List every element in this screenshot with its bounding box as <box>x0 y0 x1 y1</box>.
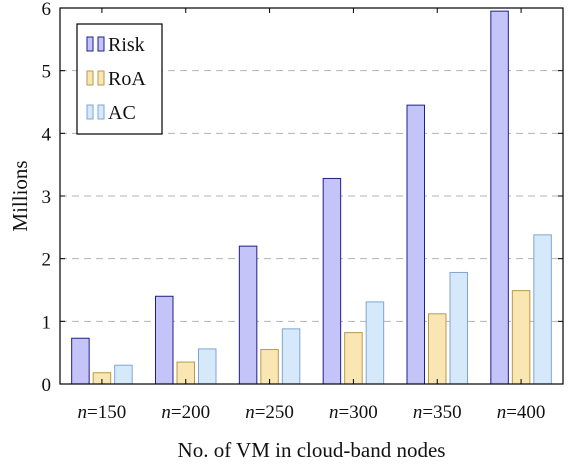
legend-swatch <box>86 36 94 52</box>
x-tick-label: n=150 <box>78 402 127 423</box>
legend-swatch <box>86 104 94 120</box>
y-tick-label: 6 <box>42 0 52 20</box>
bar-risk <box>238 245 258 385</box>
bar-risk <box>71 337 90 385</box>
x-tick-label: n=300 <box>329 402 378 423</box>
legend-swatch <box>97 70 105 86</box>
y-axis-label: Millions <box>8 160 32 231</box>
x-tick-label: n=400 <box>497 402 546 423</box>
y-tick-label: 1 <box>42 312 52 333</box>
x-tick-label: n=350 <box>413 402 462 423</box>
bar-ac <box>365 301 385 385</box>
legend-label: Risk <box>108 34 145 56</box>
bar-roa <box>344 332 363 385</box>
y-tick-label: 5 <box>42 62 52 83</box>
x-tick-label: n=200 <box>161 402 210 423</box>
y-tick-label: 2 <box>42 250 52 271</box>
legend-label: AC <box>108 102 136 124</box>
bar-risk <box>490 10 509 385</box>
x-tick-label: n=250 <box>245 402 294 423</box>
bar-ac <box>281 328 301 385</box>
x-axis-label: No. of VM in cloud-band nodes <box>178 438 446 462</box>
axis-ticks: 0 1 2 3 4 5 6 n=150 n=200 n=250 n=300 n=350 n=400 <box>42 0 563 423</box>
legend-label: RoA <box>108 68 146 90</box>
bar-roa <box>260 349 279 385</box>
y-tick-label: 4 <box>42 124 52 145</box>
bar-risk <box>322 177 342 385</box>
bars <box>71 10 552 385</box>
bar-risk <box>406 104 425 385</box>
bar-risk <box>155 295 174 385</box>
bar-ac <box>198 348 217 385</box>
bar-roa <box>428 313 447 385</box>
bar-ac <box>449 271 468 385</box>
legend-swatch <box>97 36 105 52</box>
legend-swatch <box>97 104 105 120</box>
legend-swatch <box>86 70 94 86</box>
bar-ac <box>533 234 552 385</box>
bar-roa <box>511 290 531 385</box>
bar-ac <box>114 364 133 385</box>
y-tick-label: 3 <box>42 187 52 208</box>
legend: Risk RoA AC <box>76 23 163 135</box>
y-tick-label: 0 <box>42 375 52 396</box>
